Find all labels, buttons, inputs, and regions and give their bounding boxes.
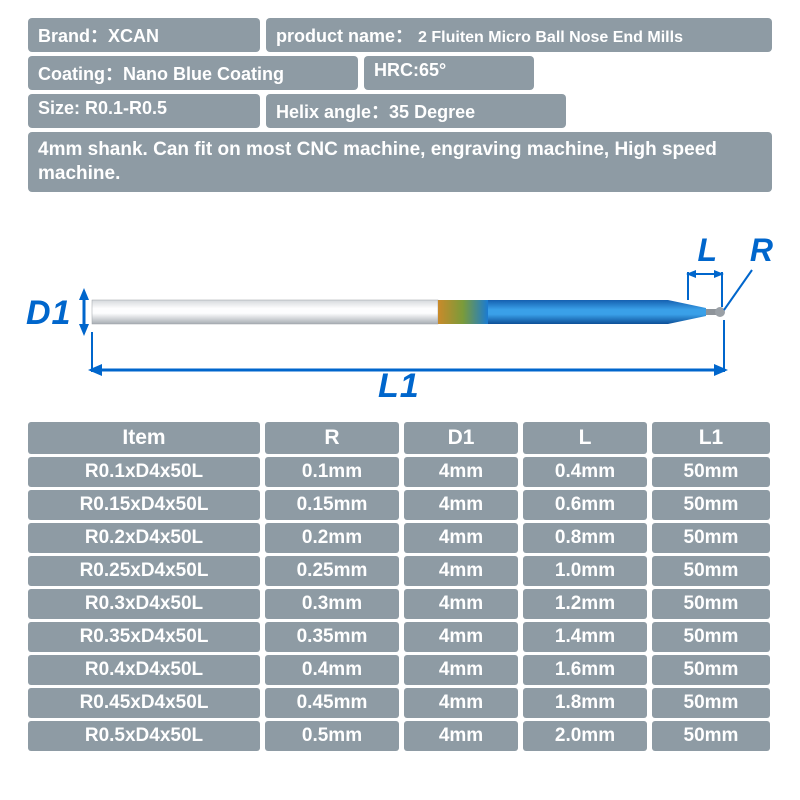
table-cell: 4mm [404,589,518,619]
size-cell: Size: R0.1-R0.5 [28,94,260,128]
table-cell: 0.3mm [265,589,399,619]
table-row: R0.3xD4x50L0.3mm4mm1.2mm50mm [28,589,772,619]
table-cell: 50mm [652,589,770,619]
table-row: R0.2xD4x50L0.2mm4mm0.8mm50mm [28,523,772,553]
table-cell: 0.15mm [265,490,399,520]
coating-value: Nano Blue Coating [123,64,284,84]
hrc-cell: HRC:65° [364,56,534,90]
table-cell: R0.1xD4x50L [28,457,260,487]
table-header-cell: Item [28,422,260,454]
table-cell: 0.35mm [265,622,399,652]
dim-label-r: R [750,232,774,269]
hrc-value: 65° [419,60,446,80]
product-name-label: product name： [276,26,413,46]
table-cell: 0.45mm [265,688,399,718]
table-header-cell: D1 [404,422,518,454]
table-header-cell: L [523,422,647,454]
table-cell: R0.15xD4x50L [28,490,260,520]
product-name-value: 2 Fluiten Micro Ball Nose End Mills [418,29,683,46]
tool-diagram: D1 L R L1 [28,212,772,412]
brand-cell: Brand：XCAN [28,18,260,52]
table-cell: 1.0mm [523,556,647,586]
table-cell: 50mm [652,622,770,652]
size-label: Size: [38,98,85,118]
table-row: R0.15xD4x50L0.15mm4mm0.6mm50mm [28,490,772,520]
spec-table: ItemRD1LL1R0.1xD4x50L0.1mm4mm0.4mm50mmR0… [28,422,772,751]
table-row: R0.5xD4x50L0.5mm4mm2.0mm50mm [28,721,772,751]
table-cell: 1.2mm [523,589,647,619]
table-cell: 0.8mm [523,523,647,553]
hrc-label: HRC: [374,60,419,80]
table-cell: R0.2xD4x50L [28,523,260,553]
table-cell: 0.4mm [523,457,647,487]
table-cell: 4mm [404,622,518,652]
table-cell: 0.1mm [265,457,399,487]
coating-cell: Coating：Nano Blue Coating [28,56,358,90]
brand-label: Brand： [38,26,108,46]
table-cell: R0.3xD4x50L [28,589,260,619]
table-cell: 4mm [404,490,518,520]
table-header-cell: L1 [652,422,770,454]
helix-cell: Helix angle：35 Degree [266,94,566,128]
size-value: R0.1-R0.5 [85,98,167,118]
description-cell: 4mm shank. Can fit on most CNC machine, … [28,132,772,192]
table-cell: 1.6mm [523,655,647,685]
table-cell: R0.35xD4x50L [28,622,260,652]
table-cell: 50mm [652,457,770,487]
dim-label-d1: D1 [26,294,71,333]
table-cell: R0.5xD4x50L [28,721,260,751]
table-header-cell: R [265,422,399,454]
table-cell: R0.4xD4x50L [28,655,260,685]
table-cell: 50mm [652,490,770,520]
table-cell: 50mm [652,523,770,553]
table-cell: 4mm [404,655,518,685]
table-row: R0.4xD4x50L0.4mm4mm1.6mm50mm [28,655,772,685]
table-cell: 50mm [652,655,770,685]
product-name-cell: product name： 2 Fluiten Micro Ball Nose … [266,18,772,52]
table-cell: 2.0mm [523,721,647,751]
table-cell: 0.6mm [523,490,647,520]
table-row: R0.35xD4x50L0.35mm4mm1.4mm50mm [28,622,772,652]
table-cell: 1.8mm [523,688,647,718]
table-row: R0.45xD4x50L0.45mm4mm1.8mm50mm [28,688,772,718]
table-cell: 0.25mm [265,556,399,586]
table-cell: 50mm [652,688,770,718]
helix-value: 35 Degree [389,102,475,122]
brand-value: XCAN [108,26,159,46]
helix-label: Helix angle： [276,102,389,122]
table-cell: 1.4mm [523,622,647,652]
product-info-panel: Brand：XCAN product name： 2 Fluiten Micro… [28,18,772,192]
table-cell: R0.45xD4x50L [28,688,260,718]
table-cell: 4mm [404,523,518,553]
table-header-row: ItemRD1LL1 [28,422,772,454]
table-cell: 4mm [404,688,518,718]
table-cell: 0.4mm [265,655,399,685]
table-cell: 4mm [404,556,518,586]
table-cell: 0.2mm [265,523,399,553]
table-cell: 50mm [652,721,770,751]
dim-label-l1: L1 [378,367,420,406]
table-row: R0.1xD4x50L0.1mm4mm0.4mm50mm [28,457,772,487]
coating-label: Coating： [38,64,123,84]
dim-label-l: L [697,232,718,269]
table-cell: 4mm [404,721,518,751]
table-cell: 0.5mm [265,721,399,751]
table-cell: R0.25xD4x50L [28,556,260,586]
table-cell: 50mm [652,556,770,586]
table-row: R0.25xD4x50L0.25mm4mm1.0mm50mm [28,556,772,586]
table-cell: 4mm [404,457,518,487]
